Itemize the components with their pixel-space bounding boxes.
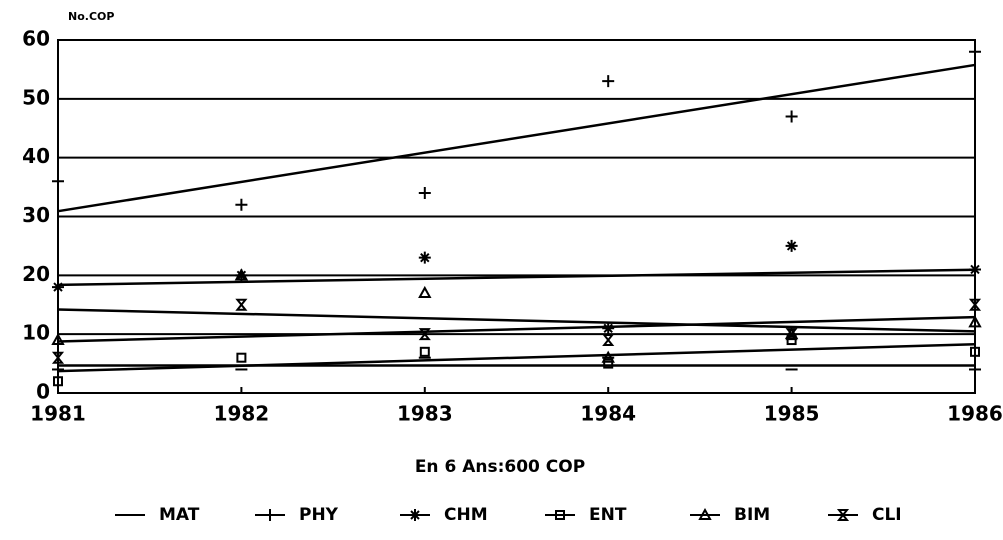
data-point <box>970 346 980 357</box>
legend-marker <box>409 509 421 521</box>
legend-marker <box>698 507 712 520</box>
marker-shape <box>51 351 65 364</box>
data-point <box>602 322 615 335</box>
legend-label: ENT <box>589 505 627 525</box>
data-point <box>51 332 65 346</box>
y-tick-label: 0 <box>36 380 50 404</box>
data-point <box>968 315 982 328</box>
data-point <box>969 45 981 58</box>
marker-shape <box>785 239 798 252</box>
marker-shape <box>602 322 615 335</box>
trend-line <box>57 343 976 373</box>
y-tick-label: 60 <box>22 27 50 51</box>
legend-marker <box>836 509 850 521</box>
x-tick-label: 1983 <box>397 402 453 426</box>
y-tick-label: 50 <box>22 85 50 109</box>
data-point <box>51 351 65 364</box>
marker-shape <box>785 328 798 341</box>
data-point <box>52 175 64 188</box>
y-tick-label: 20 <box>22 262 50 286</box>
marker-shape <box>235 298 248 311</box>
data-point <box>602 334 615 347</box>
data-point <box>969 263 981 276</box>
data-point <box>53 376 63 387</box>
marker-shape <box>418 251 431 264</box>
marker-shape <box>970 346 980 357</box>
marker-shape <box>969 45 981 58</box>
data-point <box>602 75 615 88</box>
legend-label: PHY <box>299 505 339 525</box>
data-point <box>419 346 430 357</box>
data-point <box>968 298 982 311</box>
data-point <box>785 328 798 341</box>
marker-shape <box>602 334 615 347</box>
marker-shape <box>235 198 248 211</box>
marker-shape <box>969 263 981 276</box>
legend-marker <box>264 509 276 521</box>
legend-label: CLI <box>872 505 902 525</box>
x-tick-label: 1984 <box>580 402 636 426</box>
marker-shape <box>968 298 982 311</box>
marker-shape <box>52 175 64 188</box>
marker-shape <box>836 509 850 521</box>
marker-shape <box>418 285 432 298</box>
x-tick-label: 1985 <box>764 402 820 426</box>
data-point <box>785 110 798 123</box>
data-point <box>418 186 431 199</box>
marker-shape <box>419 346 430 357</box>
data-point <box>418 251 431 264</box>
legend-label: BIM <box>734 505 770 525</box>
marker-shape <box>601 350 615 363</box>
y-tick-label: 10 <box>22 321 50 345</box>
marker-shape <box>53 376 63 387</box>
data-point <box>785 239 798 252</box>
data-point <box>234 268 249 281</box>
marker-shape <box>603 358 614 369</box>
x-tick-label: 1981 <box>30 402 86 426</box>
marker-shape <box>51 332 65 346</box>
y-axis-label: No.COP <box>68 10 114 23</box>
marker-shape <box>236 352 247 363</box>
data-point <box>235 298 248 311</box>
marker-shape <box>555 510 565 520</box>
marker-shape <box>235 269 248 282</box>
marker-shape <box>418 186 431 199</box>
trend-line <box>57 63 976 213</box>
data-point <box>418 328 431 341</box>
data-point <box>236 352 247 363</box>
y-tick-label: 40 <box>22 144 50 168</box>
y-tick-label: 30 <box>22 203 50 227</box>
legend-label: CHM <box>444 505 488 525</box>
legend-marker <box>555 510 565 520</box>
data-point <box>235 269 248 282</box>
legend-label: MAT <box>159 505 200 525</box>
data-point <box>601 350 615 363</box>
marker-shape <box>418 328 431 341</box>
x-tick-label: 1982 <box>214 402 270 426</box>
marker-shape <box>968 315 982 328</box>
x-tick-label: 1986 <box>947 402 1003 426</box>
marker-shape <box>785 110 798 123</box>
marker-shape <box>698 507 712 520</box>
marker-shape <box>409 509 421 521</box>
data-point <box>603 358 614 369</box>
marker-shape <box>602 75 615 88</box>
trend-line <box>57 315 976 343</box>
data-point <box>418 285 432 298</box>
marker-shape <box>264 509 276 521</box>
trend-line <box>57 268 976 287</box>
marker-shape <box>52 281 64 294</box>
data-point <box>235 198 248 211</box>
data-point <box>52 281 64 294</box>
trend-line <box>57 308 976 333</box>
subtitle: En 6 Ans:600 COP <box>415 457 585 477</box>
marker-shape <box>234 268 249 281</box>
